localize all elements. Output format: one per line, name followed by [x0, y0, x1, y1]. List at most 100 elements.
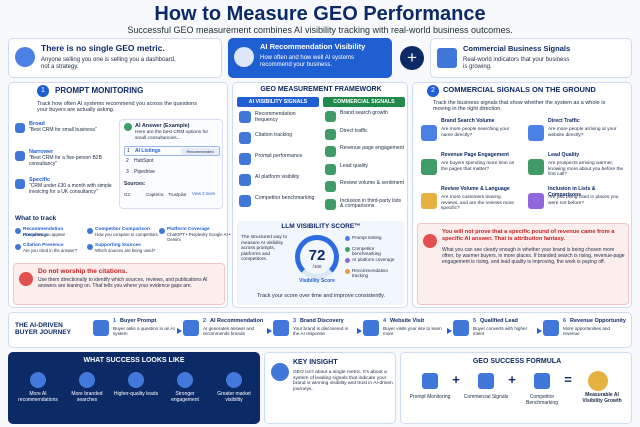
icon [15, 228, 21, 234]
success-box: WHAT SUCCESS LOOKS LIKE More AI recommend… [8, 352, 260, 424]
icon [183, 320, 199, 336]
prompt-monitoring-panel: 1 PROMPT MONITORING Track how often AI sys… [8, 82, 231, 308]
card-title: Lead Quality [548, 152, 580, 158]
step-text: Buyer asks a question in an AI system [113, 326, 175, 337]
card-text: Are prospects arriving warmer, knowing m… [548, 161, 624, 178]
track-text: Which sources are being used? [95, 248, 156, 253]
icon [128, 372, 144, 388]
answer-badge: Recommended [181, 148, 219, 155]
answer-row: 2 HubSpot [124, 157, 220, 167]
section-desc: Track how often AI systems recommend you… [37, 101, 197, 114]
step-number: 6 [563, 318, 567, 324]
icon [345, 258, 350, 263]
insight-title: KEY INSIGHT [293, 359, 338, 366]
card-text: Are more customers leaving reviews, and … [441, 195, 515, 212]
arrow [177, 328, 183, 334]
step-number: 5 [473, 318, 477, 324]
intro-text: Anyone selling you one is selling you a … [41, 57, 176, 70]
icon [93, 320, 109, 336]
score-legend: Recommendation tracking [352, 268, 389, 279]
commercial-signal: Revenue page engagement [340, 145, 405, 151]
icon [478, 373, 494, 389]
icon [15, 244, 21, 250]
prompt-label: Narrower [29, 149, 54, 155]
icon [363, 320, 379, 336]
ai-heading: AI VISIBILITY SIGNALS [237, 97, 319, 107]
prompt-text: "CRM under £30 a month with simple invoi… [29, 183, 112, 195]
success-item: Greater market visibility [217, 391, 251, 403]
arrow [447, 328, 453, 334]
answer-intro: Here are the best CRM options for small … [135, 130, 209, 141]
step-title: Brand Discovery [300, 318, 344, 324]
score-legend: AI platform coverage [352, 257, 395, 262]
arrow [537, 328, 543, 334]
sources-label: Sources: [124, 181, 146, 187]
commercial-signal: Brand search growth [340, 110, 388, 116]
prompt-text: "Best CRM for a five-person B2B consulta… [29, 155, 102, 167]
insight-text: GEO isn't about a single metric. It's ab… [293, 370, 393, 392]
framework-panel: GEO MEASUREMENT FRAMEWORK AI VISIBILITY S… [232, 82, 408, 308]
score-title: LLM VISIBILITY SCORE™ [281, 223, 361, 230]
track-title: What to track [15, 215, 57, 222]
score-scale: /100 [312, 264, 322, 269]
pillar-text: Real-world indicators that your business… [463, 57, 570, 70]
ai-signal: Competitor benchmarking [255, 195, 315, 201]
track-text: ChatGPT • Perplexity Google AI • Gemini [167, 232, 231, 242]
track-text: Are you cited in the answer? [23, 248, 78, 253]
attribution-title: You will not prove that a specific pound… [442, 229, 615, 242]
prompt-label: Specific [29, 177, 51, 183]
icon [422, 373, 438, 389]
icon [30, 372, 46, 388]
step-text: More opportunities and revenue [563, 326, 610, 337]
commercial-signal: Direct traffic [340, 127, 368, 134]
icon [588, 371, 608, 391]
icon [345, 247, 350, 252]
icon [239, 195, 251, 207]
track-text: How often you appear [23, 232, 66, 237]
arrow [357, 328, 363, 334]
success-item: More branded searches [71, 391, 103, 403]
step-text: Your brand is discovered in the AI respo… [293, 326, 349, 337]
icon [239, 174, 251, 186]
ai-signal: Prompt performance [255, 153, 303, 159]
icon [273, 320, 289, 336]
prompt-text: "Best CRM for small business" [29, 127, 97, 133]
success-item: More AI recommendations [18, 391, 58, 403]
answer-rank: 1 [127, 148, 130, 154]
card-title: Brand Search Volume [441, 118, 495, 124]
icon [271, 363, 289, 381]
track-title-item: Platform Coverage [167, 227, 210, 232]
formula-item: Competitor Benchmarking [526, 394, 558, 406]
icon [239, 153, 251, 165]
success-item: Higher-quality leads [113, 391, 159, 397]
formula-box: GEO SUCCESS FORMULA Prompt Monitoring Comm… [400, 352, 632, 424]
icon [159, 228, 165, 234]
icon [345, 236, 350, 241]
card-title: Direct Traffic [548, 118, 580, 124]
score-text: The structured way to measure AI visibil… [241, 235, 288, 263]
formula-operator: + [508, 372, 516, 387]
track-title-item: Recommendation Frequency [23, 227, 64, 238]
step-number: 4 [383, 318, 387, 324]
answer-row: 3 Pipedrive [124, 168, 220, 178]
commercial-panel: 2 COMMERCIAL SIGNALS ON THE GROUND Track t… [412, 82, 632, 308]
pillar-title: AI Recommendation Visibility [260, 42, 366, 51]
title: How to Measure GEO Performance [154, 3, 486, 25]
step-text: Buyer visits your site to learn more [383, 326, 442, 337]
arrow [267, 328, 273, 334]
icon [239, 132, 251, 144]
insight-box: KEY INSIGHT GEO isn't about a single metr… [264, 352, 396, 424]
icon [528, 125, 544, 141]
score-footer: Track your score over time and improve c… [256, 293, 386, 299]
icon [15, 123, 25, 133]
card-text: Are buyers spending more time on the pag… [441, 161, 515, 172]
answer-name: Pipedrive [134, 169, 155, 175]
icon [325, 146, 336, 157]
section-title: COMMERCIAL SIGNALS ON THE GROUND [443, 85, 596, 94]
card-title: Review Volume & Language [441, 186, 510, 192]
icon [325, 128, 336, 140]
section-number: 2 [427, 85, 439, 97]
formula-item: Prompt Monitoring [409, 394, 451, 400]
ai-signal: AI platform visibility [255, 174, 300, 180]
icon [325, 198, 336, 210]
